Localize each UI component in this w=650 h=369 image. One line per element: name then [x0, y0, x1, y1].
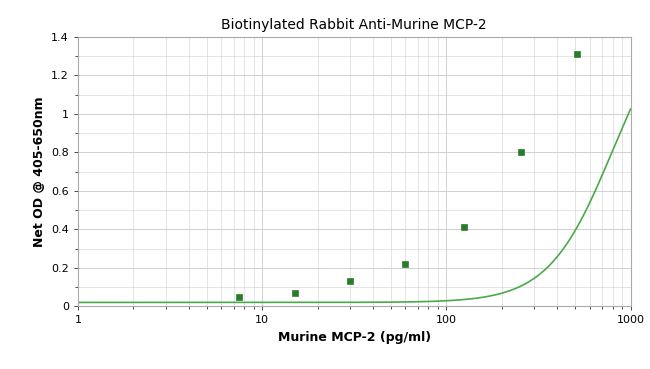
- Title: Biotinylated Rabbit Anti-Murine MCP-2: Biotinylated Rabbit Anti-Murine MCP-2: [222, 18, 487, 32]
- X-axis label: Murine MCP-2 (pg/ml): Murine MCP-2 (pg/ml): [278, 331, 431, 344]
- Y-axis label: Net OD @ 405-650nm: Net OD @ 405-650nm: [32, 96, 46, 247]
